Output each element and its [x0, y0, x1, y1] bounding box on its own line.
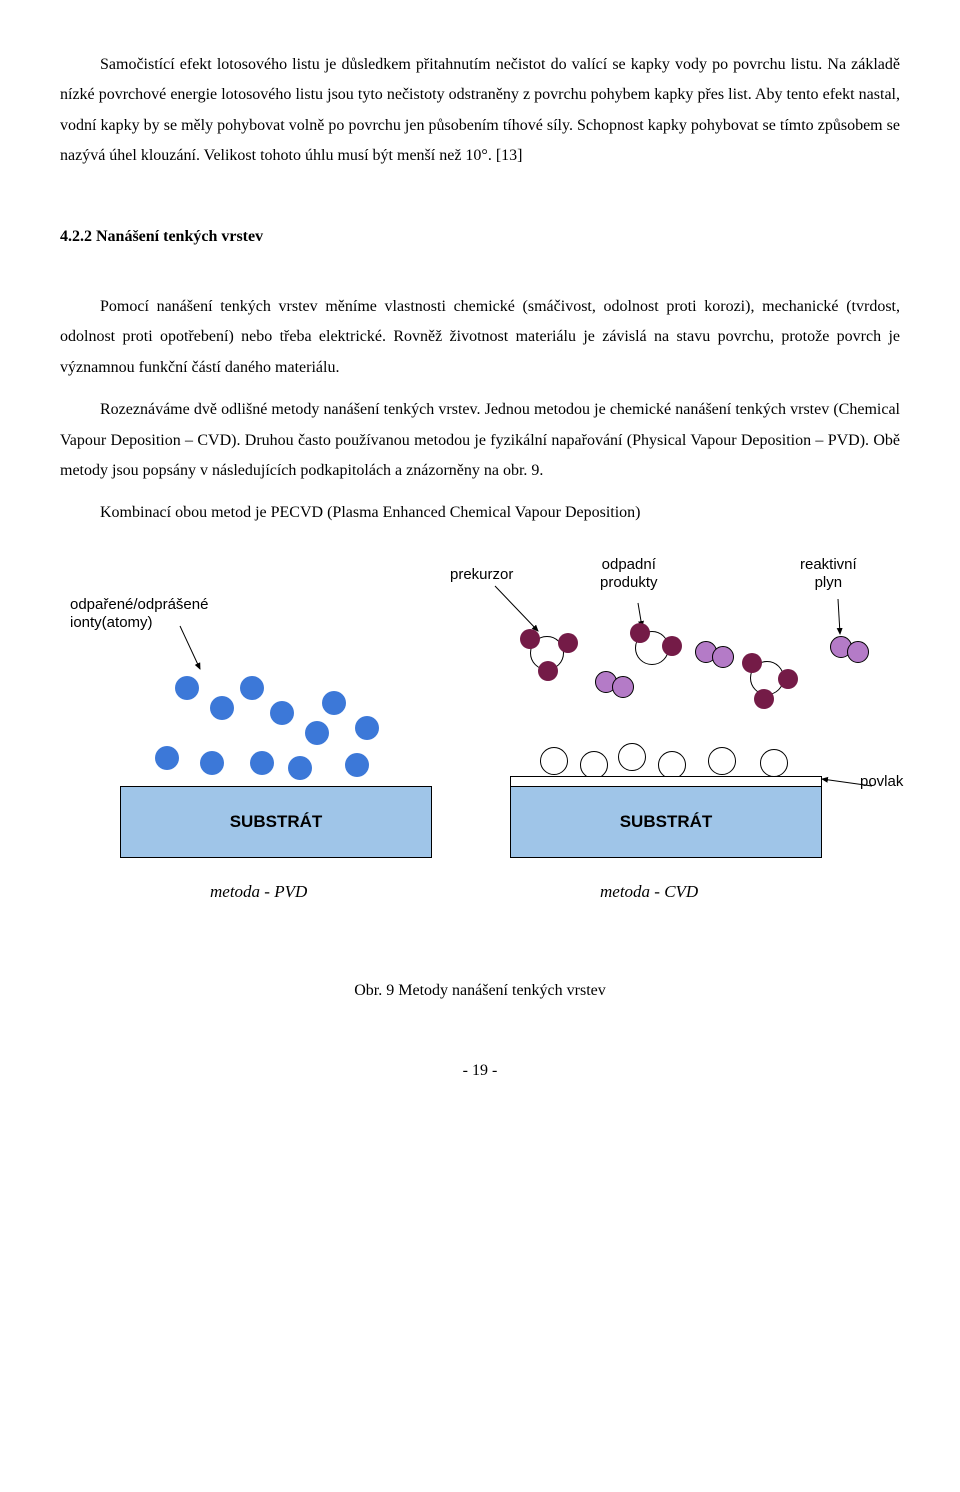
substrate-left: SUBSTRÁT: [120, 786, 432, 858]
ion-ball: [355, 716, 379, 740]
section-heading: 4.2.2 Nanášení tenkých vrstev: [60, 222, 900, 252]
ion-ball: [155, 746, 179, 770]
method-label-pvd: metoda - PVD: [210, 876, 307, 908]
method-label-cvd: metoda - CVD: [600, 876, 698, 908]
label-povlak: povlak: [860, 773, 903, 791]
figure-9: odpařené/odprášené ionty(atomy) prekurzo…: [60, 541, 900, 941]
coating-ball: [708, 747, 736, 775]
byproduct-ball: [778, 669, 798, 689]
coating-ball: [580, 751, 608, 779]
page-number: - 19 -: [60, 1056, 900, 1086]
ion-ball: [270, 701, 294, 725]
reactive-gas-ball: [712, 646, 734, 668]
reactive-gas-ball: [847, 641, 869, 663]
figure-caption: Obr. 9 Metody nanášení tenkých vrstev: [60, 976, 900, 1006]
ion-ball: [322, 691, 346, 715]
coating-ball: [658, 751, 686, 779]
byproduct-ball: [520, 629, 540, 649]
substrate-right: SUBSTRÁT: [510, 786, 822, 858]
byproduct-ball: [754, 689, 774, 709]
coating-ball: [540, 747, 568, 775]
byproduct-ball: [558, 633, 578, 653]
byproduct-ball: [538, 661, 558, 681]
byproduct-ball: [630, 623, 650, 643]
coating-ball: [618, 743, 646, 771]
byproduct-ball: [742, 653, 762, 673]
paragraph-4: Kombinací obou metod je PECVD (Plasma En…: [60, 498, 900, 528]
paragraph-2: Pomocí nanášení tenkých vrstev měníme vl…: [60, 292, 900, 383]
ion-ball: [305, 721, 329, 745]
ion-ball: [175, 676, 199, 700]
reactive-gas-ball: [612, 676, 634, 698]
paragraph-1: Samočistící efekt lotosového listu je dů…: [60, 50, 900, 172]
label-odpadni: odpadní produkty: [600, 556, 658, 592]
label-reaktivni: reaktivní plyn: [800, 556, 857, 592]
ion-ball: [250, 751, 274, 775]
label-ions: odpařené/odprášené ionty(atomy): [70, 596, 208, 632]
ion-ball: [240, 676, 264, 700]
ion-ball: [200, 751, 224, 775]
paragraph-3: Rozeznáváme dvě odlišné metody nanášení …: [60, 395, 900, 486]
coating-ball: [760, 749, 788, 777]
ion-ball: [210, 696, 234, 720]
ion-ball: [288, 756, 312, 780]
label-prekurzor: prekurzor: [450, 566, 513, 584]
ion-ball: [345, 753, 369, 777]
byproduct-ball: [662, 636, 682, 656]
